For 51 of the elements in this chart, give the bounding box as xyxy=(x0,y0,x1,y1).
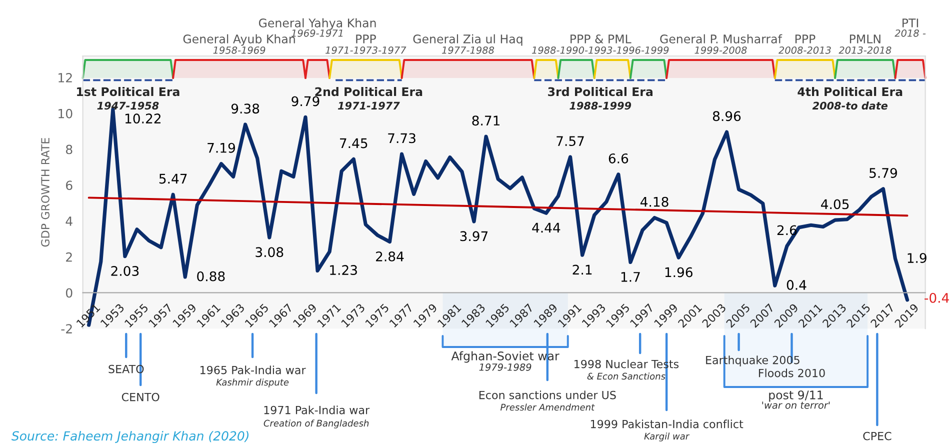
data-label: 0.88 xyxy=(197,271,225,282)
data-label: 3.97 xyxy=(460,231,488,242)
data-label: 2.1 xyxy=(572,264,592,275)
data-label: 2.84 xyxy=(376,251,404,262)
y-tick-label: 4 xyxy=(66,216,72,226)
data-label: 4.44 xyxy=(532,222,560,233)
source-note: Source: Faheem Jehangir Khan (2020) xyxy=(12,430,248,444)
data-label: 9.79 xyxy=(292,96,320,106)
annotation: 3rd Political Era 1988-1999 xyxy=(548,87,653,110)
data-label: 2.03 xyxy=(111,266,139,276)
y-tick-label: -2 xyxy=(61,324,72,334)
y-tick-label: 6 xyxy=(66,180,72,190)
ref-line-label: CPEC xyxy=(863,432,892,440)
data-label: 9.38 xyxy=(231,104,260,114)
y-tick-label: 2 xyxy=(66,252,72,262)
data-label: 0.4 xyxy=(786,280,806,290)
data-label: 7.73 xyxy=(388,133,416,144)
y-tick-label: 10 xyxy=(58,108,72,118)
band-label: PTI 2018 - xyxy=(894,18,926,37)
data-label: 4.18 xyxy=(640,196,668,207)
annotation: 1st Political Era 1947-1958 xyxy=(77,87,180,110)
data-label: 1.23 xyxy=(330,265,357,276)
ref-line-label: 1999 Pakistan-India conflict Kargil war xyxy=(590,420,744,442)
band-label: post 9/11 'war on terror' xyxy=(762,390,830,409)
ref-line-label: 1971 Pak-India war Creation of Bangladesh xyxy=(264,406,370,428)
y-axis-title: GDP GROWTH RATE xyxy=(41,138,50,247)
ref-line-label: Floods 2010 xyxy=(758,368,825,378)
y-tick-label: 12 xyxy=(58,72,72,82)
ref-line-label: CENTO xyxy=(122,392,160,402)
data-label: 7.45 xyxy=(340,138,368,148)
data-label: 6.6 xyxy=(608,153,628,164)
data-label: 8.96 xyxy=(712,111,741,122)
ref-line-label: 1965 Pak-India war Kashmir dispute xyxy=(200,366,306,388)
data-label: 10.22 xyxy=(125,114,160,124)
band-label: PMLN 2013-2018 xyxy=(838,34,892,54)
data-label: -0.4 xyxy=(924,292,949,303)
data-label: 3.08 xyxy=(256,247,284,258)
y-tick-label: 8 xyxy=(66,144,72,154)
data-label: 7.57 xyxy=(556,136,584,146)
data-label: 1.9 xyxy=(908,253,926,264)
band-label: General Zia ul Haq 1977-1988 xyxy=(413,34,522,54)
data-label: 5.47 xyxy=(159,174,187,184)
data-label: 7.19 xyxy=(208,142,235,153)
data-label: 1.96 xyxy=(665,267,692,278)
annotation: 4th Political Era 2008-to date xyxy=(798,87,902,110)
data-label: 4.05 xyxy=(821,199,849,210)
data-label: 1.7 xyxy=(621,272,640,282)
data-label: 8.71 xyxy=(472,116,500,126)
y-tick-label: 0 xyxy=(66,288,72,298)
data-label: 5.79 xyxy=(870,168,897,178)
ref-line-label: Econ sanctions under US Pressler Amendment xyxy=(479,390,616,411)
